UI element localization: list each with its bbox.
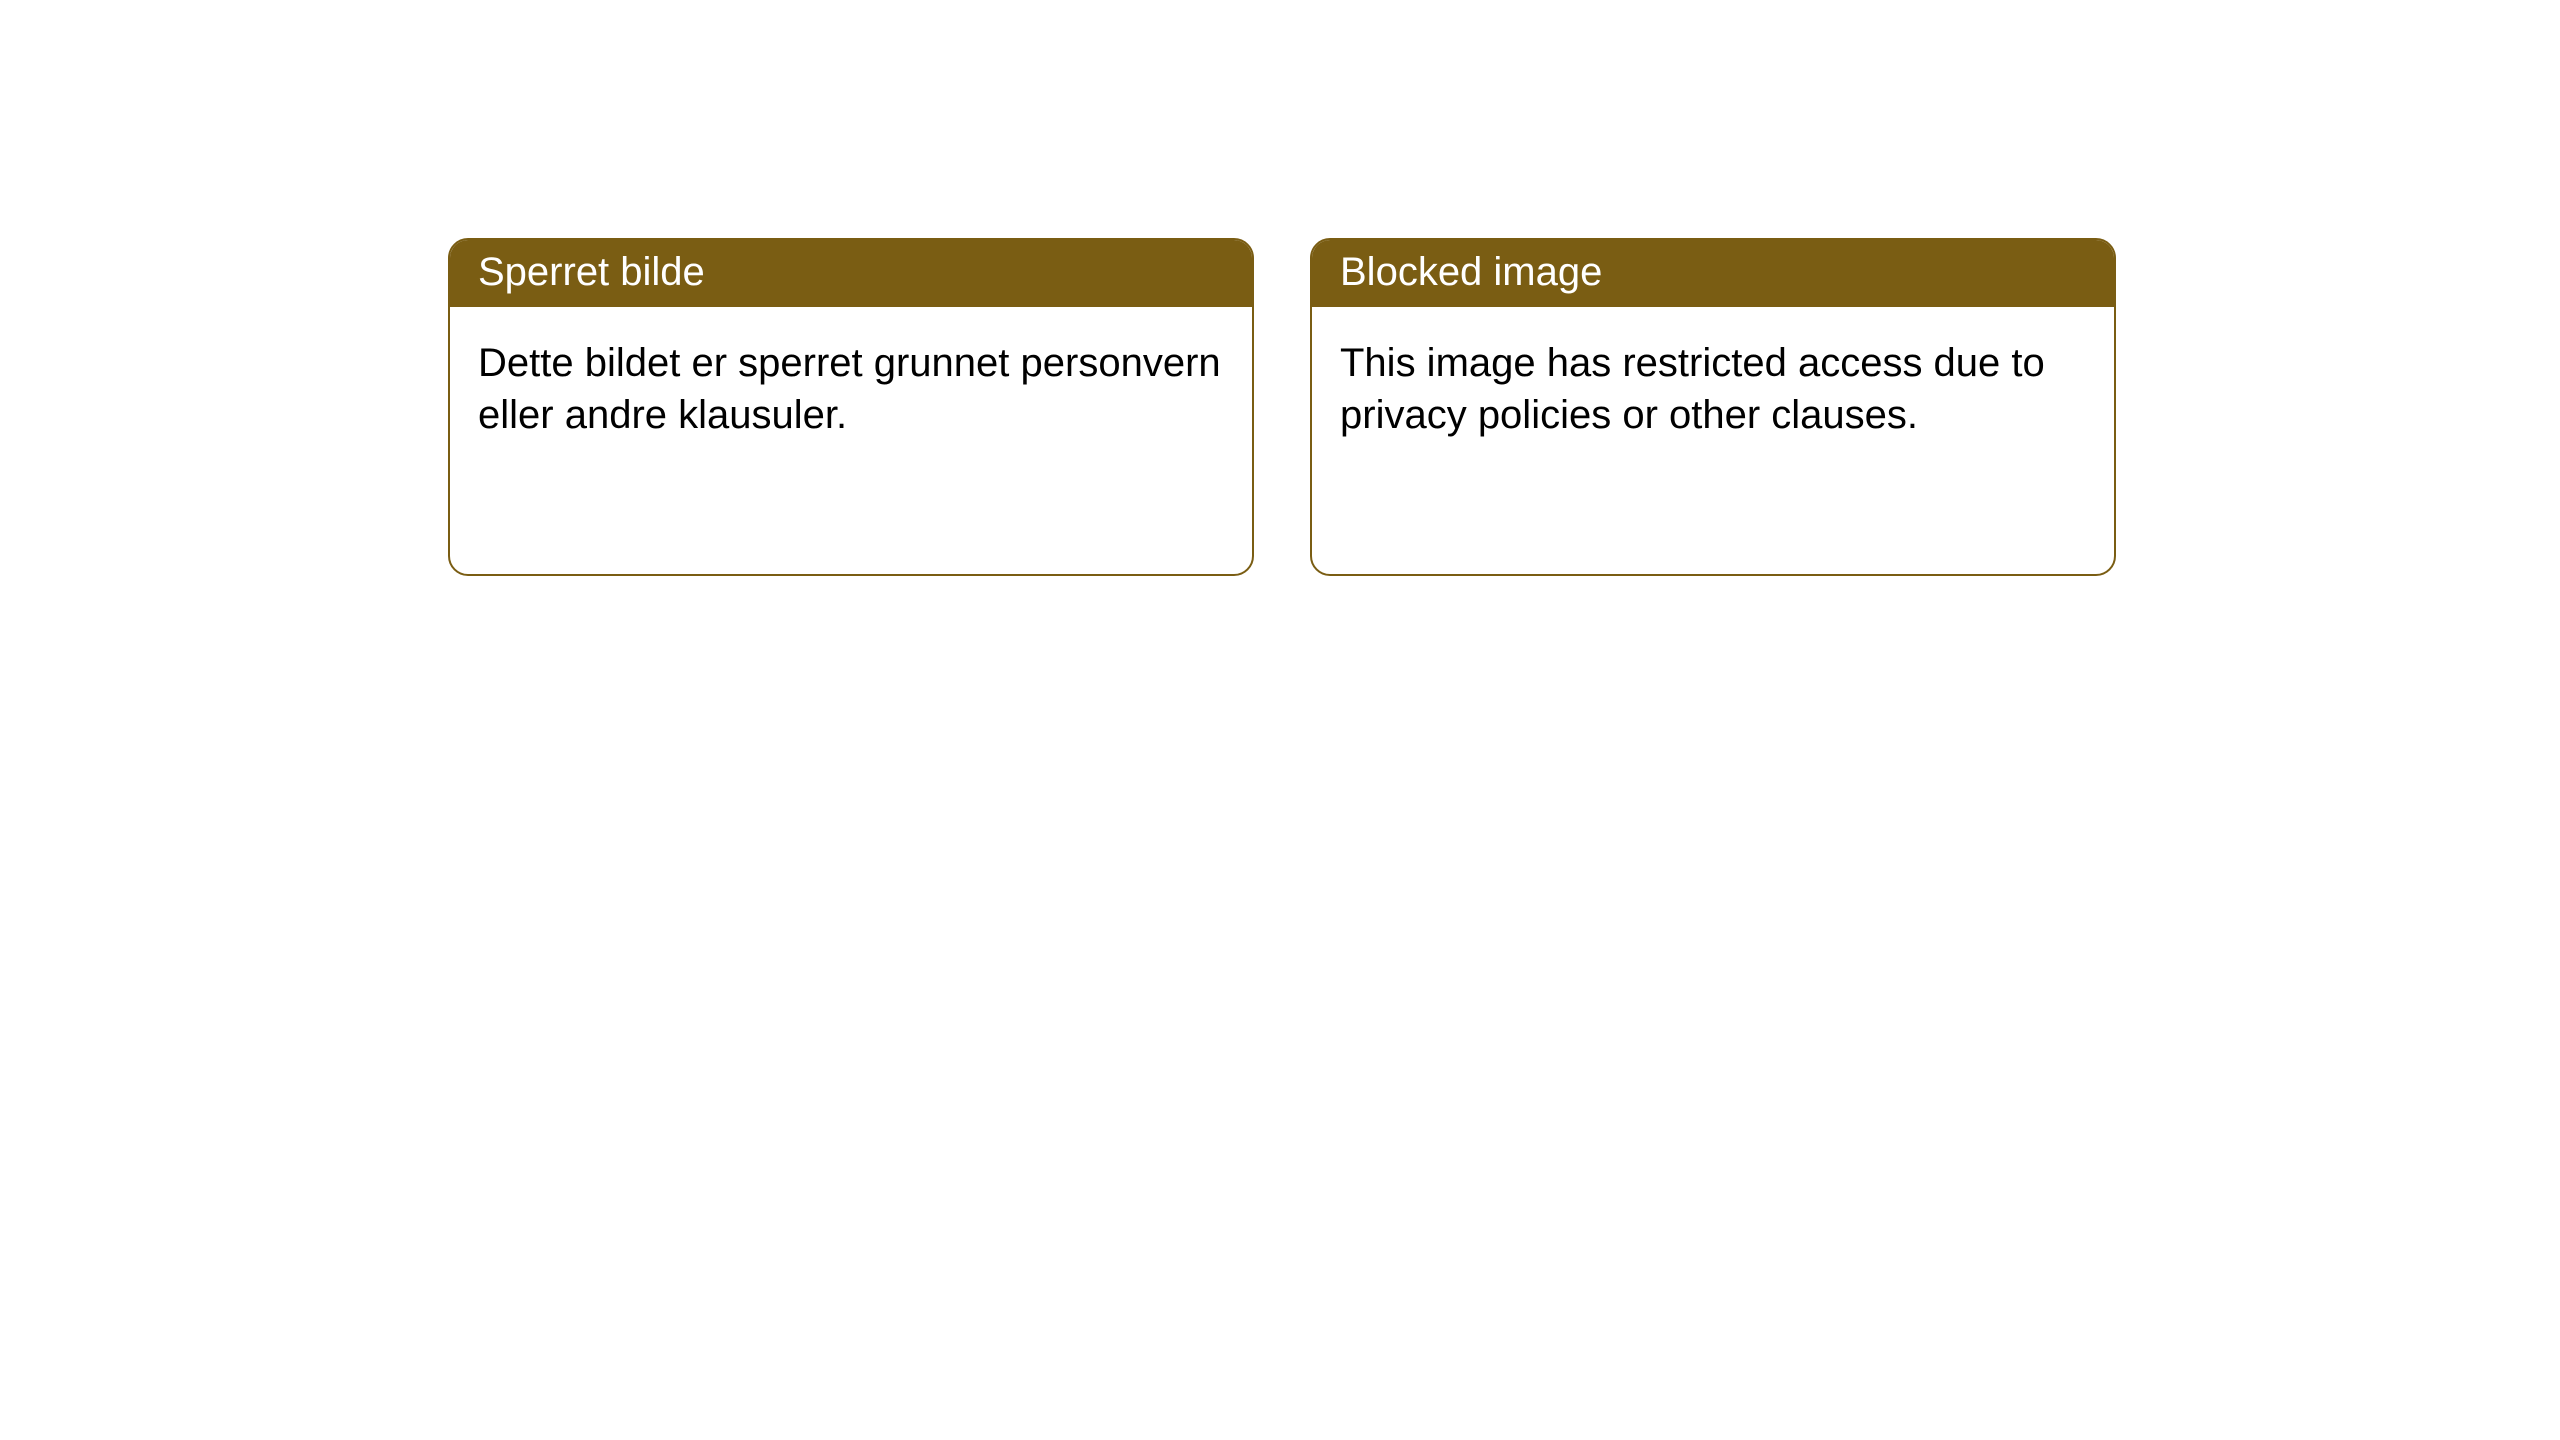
notice-card-english: Blocked image This image has restricted …	[1310, 238, 2116, 576]
notice-header: Blocked image	[1312, 240, 2114, 307]
notice-card-norwegian: Sperret bilde Dette bildet er sperret gr…	[448, 238, 1254, 576]
notice-body: Dette bildet er sperret grunnet personve…	[450, 307, 1252, 461]
notice-body: This image has restricted access due to …	[1312, 307, 2114, 461]
notice-container: Sperret bilde Dette bildet er sperret gr…	[0, 0, 2560, 576]
notice-header: Sperret bilde	[450, 240, 1252, 307]
